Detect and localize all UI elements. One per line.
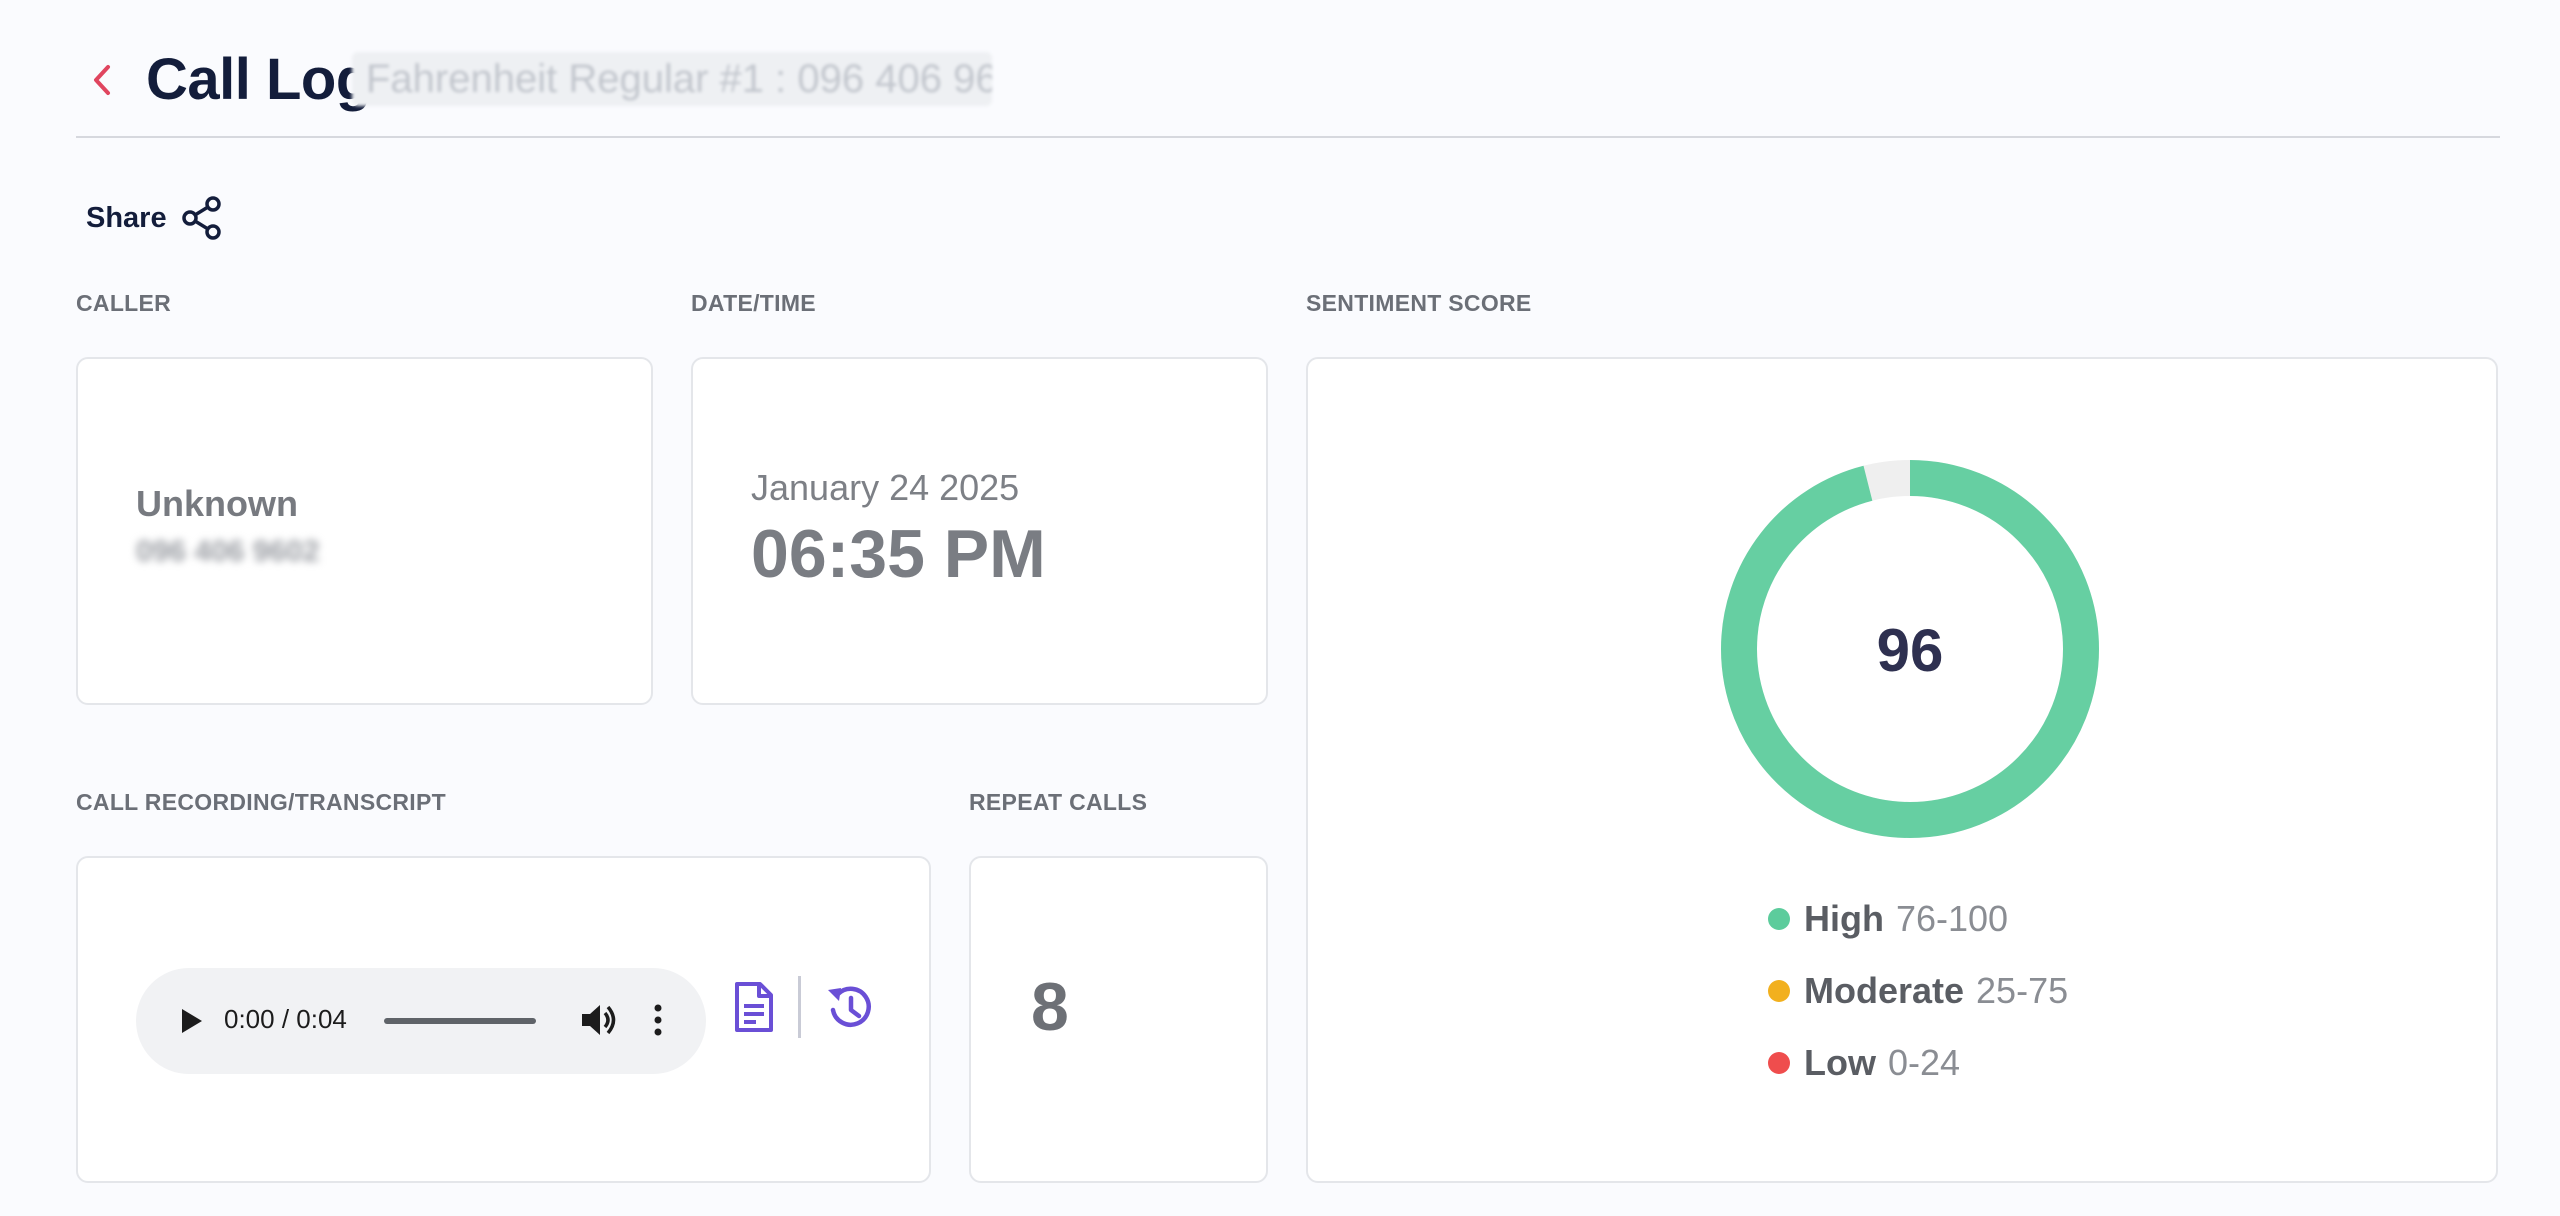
legend-dot [1768, 980, 1790, 1002]
legend-range: 25-75 [1976, 970, 2069, 1011]
legend-range: 76-100 [1895, 898, 2009, 939]
audio-player: 0:00 / 0:04 [136, 968, 706, 1074]
back-button[interactable] [84, 58, 120, 102]
caller-section-label: CALLER [76, 290, 172, 316]
legend-dot [1768, 908, 1790, 930]
share-icon [181, 196, 221, 240]
legend-item-low: Low 0-24 [1768, 1042, 2068, 1083]
repeat-calls-count: 8 [1031, 969, 1069, 1045]
share-button[interactable]: Share [86, 196, 223, 240]
volume-icon[interactable] [576, 998, 620, 1042]
donut-fill [1721, 460, 2099, 838]
legend-item-moderate: Moderate 25-75 [1768, 970, 2069, 1011]
history-icon[interactable] [824, 980, 874, 1034]
legend-name: Low [1804, 1042, 1876, 1083]
action-divider [798, 976, 801, 1038]
page-title: Call Log [146, 47, 371, 112]
call-date: January 24 2025 [751, 467, 1020, 508]
caller-phone: 096 406 9602 [136, 535, 320, 568]
page-header: Call Log Fahrenheit Regular #1 : 096 406… [76, 40, 2500, 138]
call-time: 06:35 PM [751, 516, 1046, 592]
sentiment-card: 96 High 76-100 Moderate 25-75 Low 0-24 [1306, 357, 2498, 1183]
audio-seek-bar[interactable] [384, 1018, 536, 1024]
document-icon[interactable] [732, 980, 776, 1034]
chevron-left-icon [94, 65, 110, 95]
legend-range: 0-24 [1887, 1042, 1961, 1083]
sentiment-section-label: SENTIMENT SCORE [1306, 290, 1532, 316]
audio-time: 0:00 / 0:04 [224, 1004, 347, 1034]
datetime-card: January 24 2025 06:35 PM [691, 357, 1268, 705]
play-icon[interactable] [170, 1001, 210, 1041]
repeat-section-label: REPEAT CALLS [969, 789, 1148, 815]
recording-section-label: CALL RECORDING/TRANSCRIPT [76, 789, 446, 815]
caller-card: Unknown 096 406 9602 [76, 357, 653, 705]
sentiment-score: 96 [1877, 617, 1944, 684]
legend-name: High [1804, 898, 1884, 939]
more-vertical-icon[interactable] [646, 998, 670, 1042]
share-label: Share [86, 201, 167, 234]
repeat-calls-card: 8 [969, 856, 1268, 1183]
page-subtitle: Fahrenheit Regular #1 : 096 406 9602 [352, 52, 992, 106]
caller-name: Unknown [136, 483, 298, 524]
sentiment-legend: High 76-100 Moderate 25-75 Low 0-24 [1768, 898, 2069, 1115]
legend-dot [1768, 1052, 1790, 1074]
legend-name: Moderate [1804, 970, 1965, 1011]
sentiment-donut: 96 [1710, 449, 2110, 849]
datetime-section-label: DATE/TIME [691, 290, 816, 316]
recording-card: 0:00 / 0:04 [76, 856, 931, 1183]
legend-item-high: High 76-100 [1768, 898, 2068, 939]
